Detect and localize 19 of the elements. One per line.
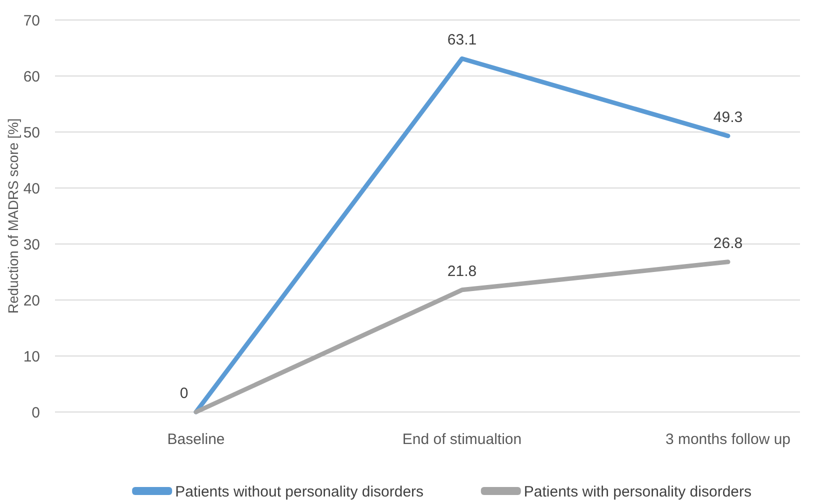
legend-label: Patients without personality disorders: [175, 483, 424, 500]
y-tick-label: 50: [23, 124, 40, 142]
y-tick-label: 10: [23, 348, 40, 366]
y-axis-title: Reduction of MADRS score [%]: [5, 118, 21, 314]
y-tick-label: 0: [32, 404, 40, 422]
x-tick-label: End of stimualtion: [402, 431, 522, 448]
legend-label: Patients with personality disorders: [524, 483, 752, 500]
data-label: 21.8: [447, 262, 477, 280]
x-tick-label: 3 months follow up: [665, 431, 791, 448]
y-tick-label: 30: [23, 236, 40, 254]
y-tick-label: 60: [23, 68, 40, 86]
data-label: 49.3: [713, 108, 743, 126]
data-label: 0: [180, 385, 188, 402]
y-tick-label: 40: [23, 180, 40, 198]
y-tick-label: 70: [23, 12, 40, 30]
y-tick-label: 20: [23, 292, 40, 310]
data-label: 63.1: [447, 32, 477, 49]
data-label: 26.8: [713, 234, 743, 252]
x-tick-label: Baseline: [167, 431, 225, 448]
